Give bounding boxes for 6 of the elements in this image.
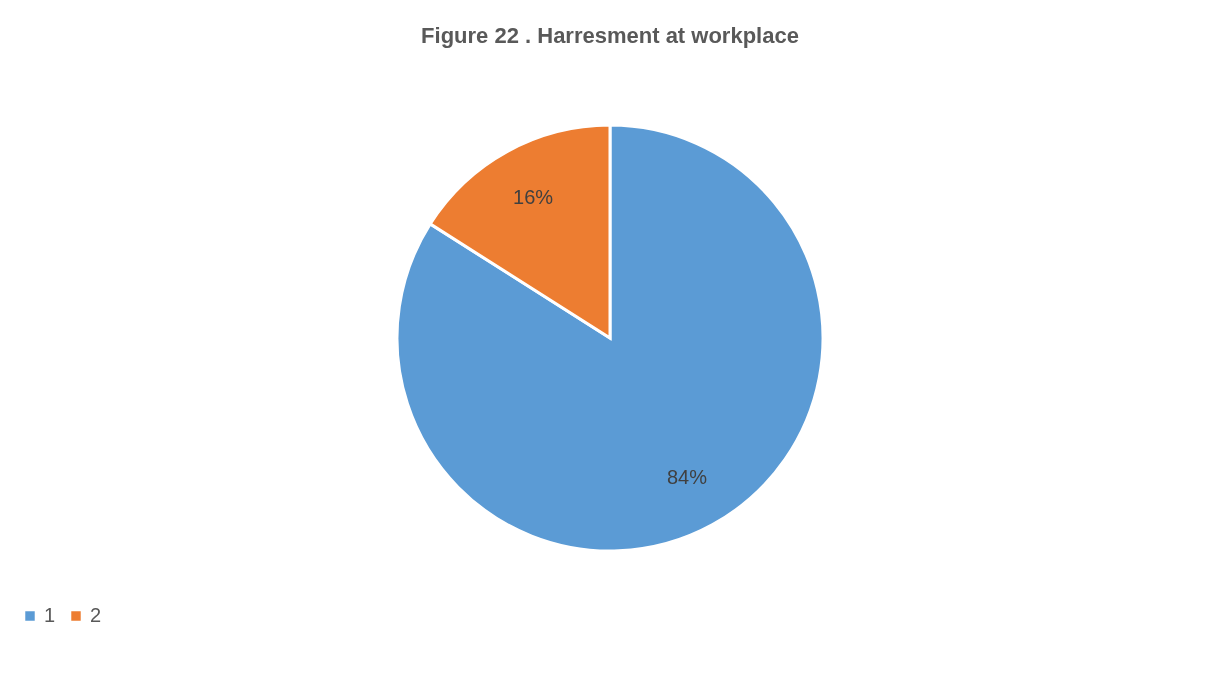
data-label: 84% — [666, 465, 708, 488]
chart-title: Figure 22 . Harresment at workplace — [421, 23, 799, 48]
legend-label: 2 — [90, 604, 102, 626]
data-label: 16% — [513, 186, 554, 209]
legend-label: 1 — [44, 604, 56, 626]
pie-slice — [395, 123, 825, 553]
